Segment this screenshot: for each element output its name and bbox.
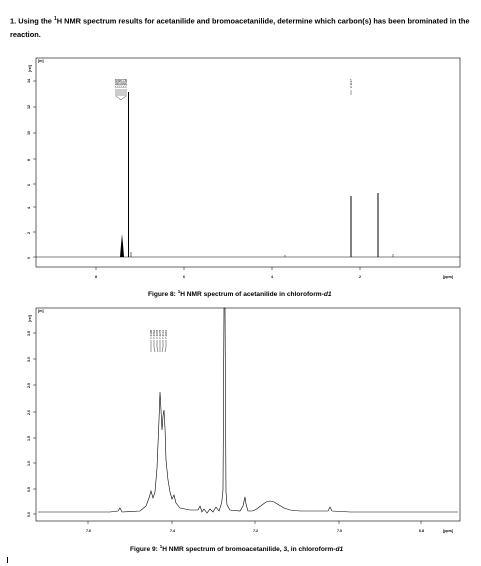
spectrum2-y-tick-label: 0.5 [27,487,31,492]
spectrum1-peak-label: 7.4928 [114,78,118,88]
spectrum1-x-tick-label: 2 [359,275,361,279]
spectrum2-y-tick-label: 1.0 [27,461,31,466]
spectrum2-trace [38,307,458,514]
spectrum1-peak-label: 7.2598 [124,78,128,88]
spectrum1-x-tick-label: 8 [95,275,97,279]
spectrum1-y-tick-label: 12 [27,105,31,109]
spectrum2-x-unit: [ppm] [443,529,453,533]
spectrum1-y-tick-label: 10 [27,131,31,135]
question-text: 1. Using the 1H NMR spectrum results for… [10,12,472,42]
spectrum1-peak-aromatic-small [120,234,124,257]
spectrum2-x-ticks: 7.6 7.4 7.2 7.0 6.8 [86,521,424,533]
spectrum1-x-ticks: 8 6 4 2 [95,267,361,279]
spectrum2-y-tick-label: 2.0 [27,410,31,415]
spectrum2-x-tick-label: 7.6 [86,529,91,533]
spectrum1-y-tick-label: 8 [27,159,31,161]
spectrum1-y-tick-label: 0 [27,257,31,259]
spectrum2-label-leaders [150,340,167,347]
spectrum1-y-tick-label: 14 [27,79,31,83]
spectrum2-x-tick-label: 7.4 [170,529,175,533]
spectrum1-peak-label: 7.3150 [118,78,122,88]
spectrum1-x-unit: [ppm] [443,275,453,279]
spectrum1-y-tick-label: 2 [27,232,31,234]
spectrum2-y-tag: [m] [38,309,44,313]
spectrum1-y-ticks: 14 12 10 8 6 4 2 0 [27,79,36,259]
spectrum1-x-tick-label: 6 [183,275,185,279]
spectrum1-frame [35,57,461,268]
spectrum2-x-tick-label: 7.2 [253,529,258,533]
spectrum1-single-peak-label: 2.1137 [349,79,353,88]
spectrum1-label-bracket [115,95,127,101]
spectrum2-peak-labels: 7.4498 7.4462 7.4378 7.4278 7.4141 7.2961 [149,329,168,339]
spectrum1-y-unit: [rel] [28,65,32,72]
question-text-after: H NMR spectrum results for acetanilide a… [10,16,470,40]
spectrum2-peak-label: 7.4278 [158,329,162,339]
spectrum1-y-tag: [m] [38,59,44,63]
spectrum2-peak-label: 7.4498 [149,329,153,339]
spectrum1-x-tick-label: 4 [271,275,273,279]
spectrum2-y-tick-label: 1.5 [27,436,31,441]
spectrum2-y-tick-label: 0.0 [27,512,31,517]
spectrum1-peak-label: 7.4832 [116,78,120,88]
spectrum1-label-leaders [115,89,127,96]
text-cursor-mark [7,557,8,563]
spectrum2-y-ticks: 3.5 3.0 2.5 2.0 1.5 1.0 0.5 0.0 [27,331,36,517]
spectrum2-y-tick-label: 3.0 [27,357,31,362]
spectrum2-peak-label: 7.4141 [161,329,165,339]
spectrum2-x-tick-label: 6.8 [419,529,424,533]
question-number: 1. [10,16,17,26]
spectrum1-y-tick-label: 6 [27,184,31,186]
spectrum2-frame [35,307,461,522]
spectrum2-y-tick-label: 2.5 [27,383,31,388]
spectrum2-peak-label: 7.2961 [164,329,168,339]
spectrum2-plot: [rel] [m] 3.53.02.52.01.51.00.50.0 7.6 7.… [27,307,461,533]
spectrum2-peak-label: 7.4462 [152,329,156,339]
spectrum2-x-tick-label: 7.0 [337,529,342,533]
spectrum1-peak-label: 7.3071 [120,78,124,88]
question-nucleus-mass: 1 [53,16,57,22]
spectrum1-peak-label: 7.2871 [122,78,126,88]
question-text-before: Using the [18,16,54,26]
spectrum2-y-tick-label: 3.5 [27,331,31,336]
spectrum2-peak-label: 7.4378 [155,329,159,339]
spectrum2-y-unit: [rel] [28,315,32,322]
spectrum2-label-brackets [150,346,167,353]
spectrum1-y-tick-label: 4 [27,207,31,209]
spectrum1-caption: Figure 8: 1H NMR spectrum of acetanilide… [148,289,332,299]
spectrum2-caption: Figure 9: 1H NMR spectrum of bromoacetan… [130,544,344,554]
